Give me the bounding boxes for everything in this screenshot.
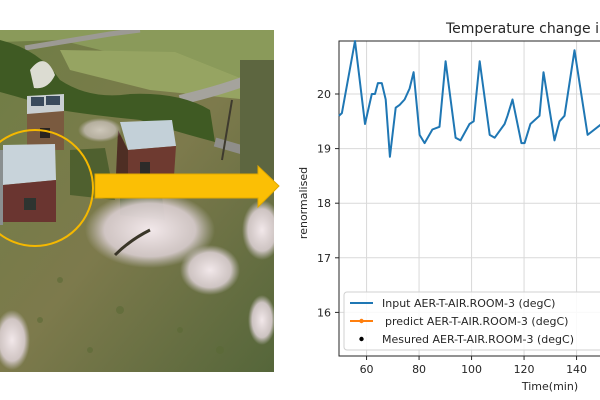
x-axis-ticks: 60 80 100 120 140 (360, 356, 587, 376)
legend-predict-label: predict AER-T-AIR.ROOM-3 (degC) (385, 315, 568, 328)
x-axis-label: Time(min) (521, 380, 578, 393)
aerial-photo-cabins (0, 30, 274, 372)
axes-frame (338, 40, 600, 357)
legend-input-label: Input AER-T-AIR.ROOM-3 (degC) (382, 297, 555, 310)
x-tick-label: 80 (412, 363, 426, 376)
input-series-line (338, 40, 600, 158)
y-axis-label: renormalised (297, 167, 310, 239)
highlight-circle (0, 129, 94, 247)
y-tick-label: 19 (317, 143, 331, 156)
legend-measured-label: Mesured AER-T-AIR.ROOM-3 (degC) (382, 333, 574, 346)
chart-title: Temperature change i (445, 21, 599, 37)
x-tick-label: 140 (566, 363, 587, 376)
legend-measured-swatch (359, 336, 364, 342)
y-tick-label: 16 (317, 306, 331, 319)
legend: Input AER-T-AIR.ROOM-3 (degC) predict AE… (343, 291, 600, 351)
photo-illustration (0, 30, 274, 372)
x-tick-label: 60 (360, 363, 374, 376)
arrow-icon (94, 164, 280, 209)
y-axis-ticks: 16 17 18 19 20 (317, 88, 339, 319)
y-tick-label: 20 (317, 88, 331, 101)
y-tick-label: 17 (317, 252, 331, 265)
y-tick-label: 18 (317, 197, 331, 210)
x-tick-label: 120 (514, 363, 535, 376)
x-tick-label: 100 (461, 363, 482, 376)
